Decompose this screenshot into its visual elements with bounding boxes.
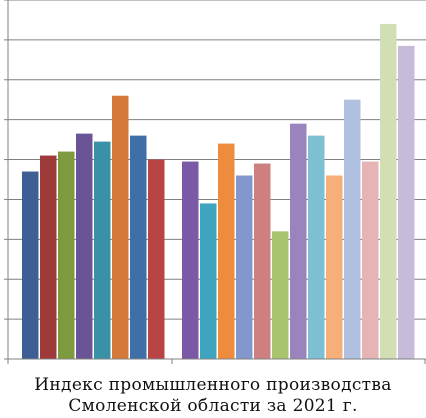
bar-group-2-item-2	[200, 203, 217, 359]
bar-group-2-item-13	[398, 45, 415, 359]
bar-group-2-item-11	[362, 161, 379, 359]
bar-chart	[4, 0, 426, 364]
bar-group-1-item-2	[40, 155, 57, 359]
bar-group-1-item-7	[130, 135, 147, 359]
bar-group-1-item-4	[76, 133, 93, 359]
bar-group-2-item-1	[182, 161, 199, 359]
bars	[22, 23, 415, 360]
bar-group-2-item-9	[326, 175, 343, 359]
bar-group-2-item-6	[272, 231, 289, 359]
bar-group-2-item-12	[380, 23, 397, 360]
bar-group-1-item-5	[94, 141, 111, 359]
bar-group-1-item-3	[58, 151, 75, 359]
chart-caption-line-1: Индекс промышленного производства	[34, 375, 392, 395]
axes	[4, 0, 426, 364]
chart-caption-line-2: Смоленской области за 2021 г.	[68, 396, 358, 416]
bar-group-2-item-3	[218, 143, 235, 359]
bar-group-2-item-8	[308, 135, 325, 359]
bar-group-1-item-8	[148, 159, 165, 359]
bar-group-2-item-10	[344, 99, 361, 359]
bar-group-2-item-5	[254, 163, 271, 359]
bar-group-1-item-6	[112, 95, 129, 359]
bar-group-2-item-4	[236, 175, 253, 359]
bar-group-2-item-7	[290, 123, 307, 360]
bar-group-1-item-1	[22, 171, 39, 359]
